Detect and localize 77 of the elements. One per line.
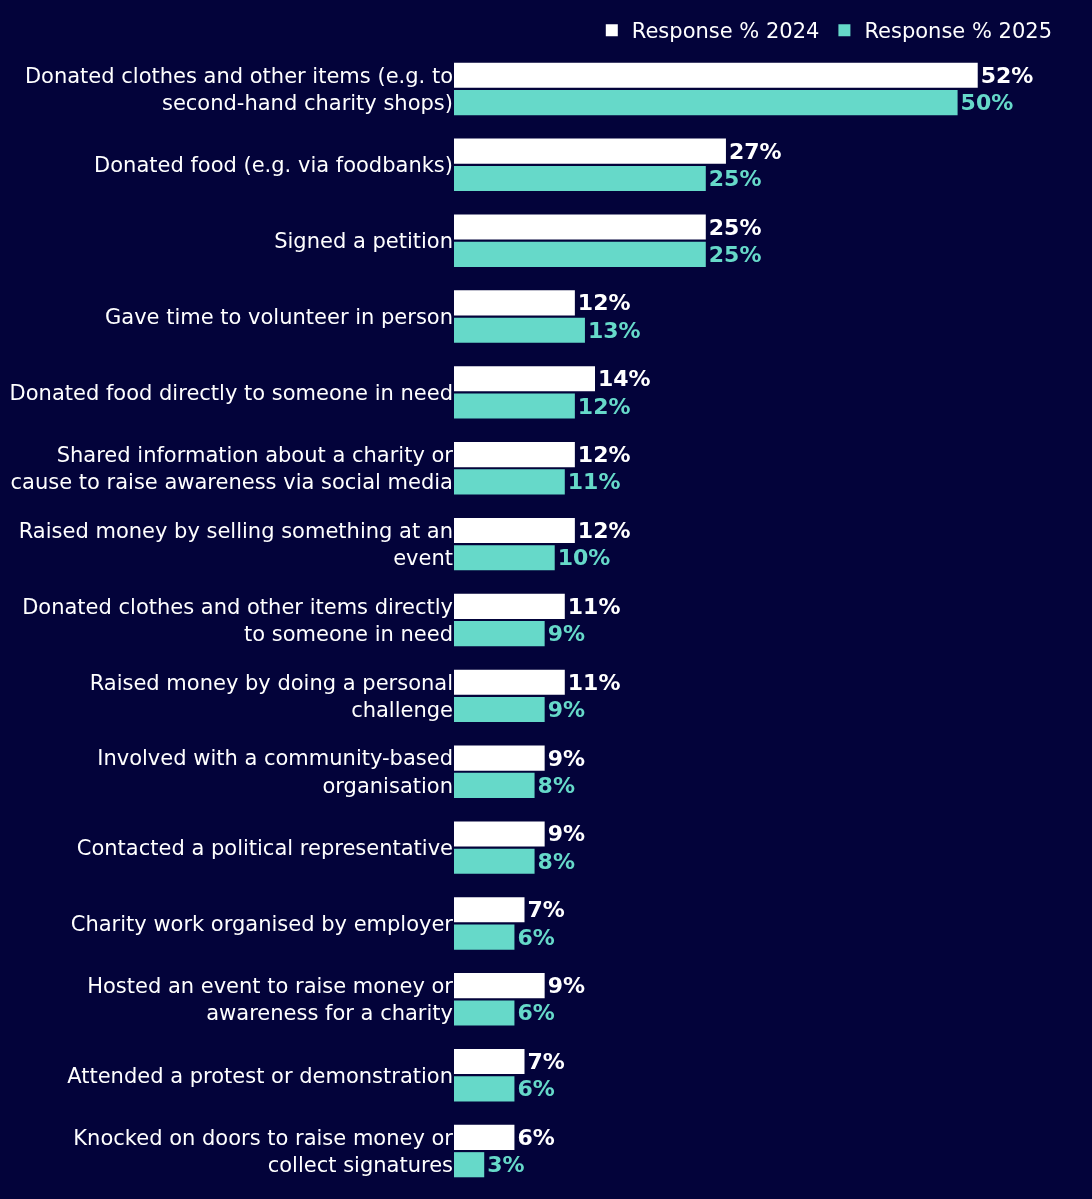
y-tick-label: Donated food (e.g. via foodbanks) [94, 153, 453, 178]
data-label: 6% [517, 1124, 555, 1150]
bar [454, 165, 706, 192]
y-tick-label: Raised money by selling something at an event [18, 518, 453, 571]
data-label: 9% [547, 973, 586, 999]
data-label: 12% [577, 517, 631, 543]
bar [454, 290, 575, 316]
data-label: 52% [980, 62, 1034, 88]
bar [454, 317, 585, 343]
y-tick-label: Donated food directly to someone in need [9, 380, 453, 405]
bar [454, 973, 545, 999]
data-label: 9% [547, 621, 586, 647]
y-tick-label: Donated clothes and other items directly to someone in need [22, 594, 453, 646]
data-label: 25% [708, 241, 762, 267]
data-label: 14% [598, 366, 651, 392]
y-tick-label: Charity work organised by employer [70, 911, 454, 936]
data-label: 9% [547, 821, 586, 847]
y-tick-label: Attended a protest or demonstration [67, 1063, 453, 1088]
y-tick-label: Donated clothes and other items (e.g. to second-hand charity shops) [24, 63, 453, 115]
y-tick-label: Raised money by doing a personal challenge [89, 670, 453, 722]
legend-label: Response % 2025 [864, 19, 1053, 44]
y-tick-label: Contacted a political representative [76, 835, 453, 860]
legend-label: Response % 2024 [631, 19, 820, 44]
bar [454, 469, 565, 495]
y-tick-label: Gave time to volunteer in person [105, 304, 453, 329]
data-label: 13% [587, 317, 641, 343]
data-label: 10% [557, 545, 611, 571]
bar [454, 848, 535, 874]
data-label: 12% [577, 393, 631, 419]
bar [454, 1000, 515, 1026]
data-label: 7% [527, 1049, 565, 1075]
data-label: 9% [547, 697, 586, 723]
bar [454, 745, 545, 771]
data-label: 50% [960, 90, 1014, 116]
y-tick-label: Involved with a community-based organisation [97, 746, 453, 798]
data-label: 27% [728, 138, 782, 164]
bar [454, 1076, 515, 1102]
data-label: 11% [567, 593, 621, 619]
bar [454, 1124, 515, 1150]
bar [454, 241, 706, 267]
bar [454, 90, 958, 116]
data-label: 7% [527, 897, 565, 923]
bar [454, 62, 978, 88]
bar [454, 366, 595, 392]
data-label: 3% [487, 1152, 525, 1178]
data-label: 25% [708, 214, 762, 240]
bar [454, 1152, 485, 1178]
bar [454, 393, 575, 419]
bar [454, 1048, 525, 1075]
data-label: 9% [547, 745, 586, 771]
y-tick-label: Knocked on doors to raise money or collect signatures [73, 1125, 454, 1178]
data-label: 8% [537, 848, 575, 874]
data-label: 6% [517, 1000, 555, 1026]
bar [454, 669, 565, 695]
bar [454, 821, 545, 847]
data-label: 25% [708, 165, 762, 191]
bar [454, 214, 706, 240]
bar [454, 772, 535, 798]
bar [454, 897, 525, 923]
data-label: 6% [517, 1076, 555, 1102]
data-label: 11% [567, 469, 621, 495]
bar [454, 545, 555, 571]
data-label: 11% [567, 669, 621, 695]
bar [454, 517, 575, 544]
y-tick-label: Shared information about a charity or cause to raise awareness via social media [10, 442, 454, 495]
data-label: 12% [577, 442, 631, 468]
bar [454, 924, 515, 950]
data-label: 12% [577, 290, 631, 316]
bar [454, 621, 545, 647]
data-label: 6% [517, 924, 555, 950]
bar [454, 138, 726, 164]
data-label: 8% [537, 772, 575, 798]
y-tick-label: Signed a petition [274, 229, 453, 254]
bar [454, 442, 575, 468]
y-tick-label: Hosted an event to raise money or awareness for a charity [87, 974, 454, 1026]
bar [454, 593, 565, 619]
bar [454, 696, 545, 723]
